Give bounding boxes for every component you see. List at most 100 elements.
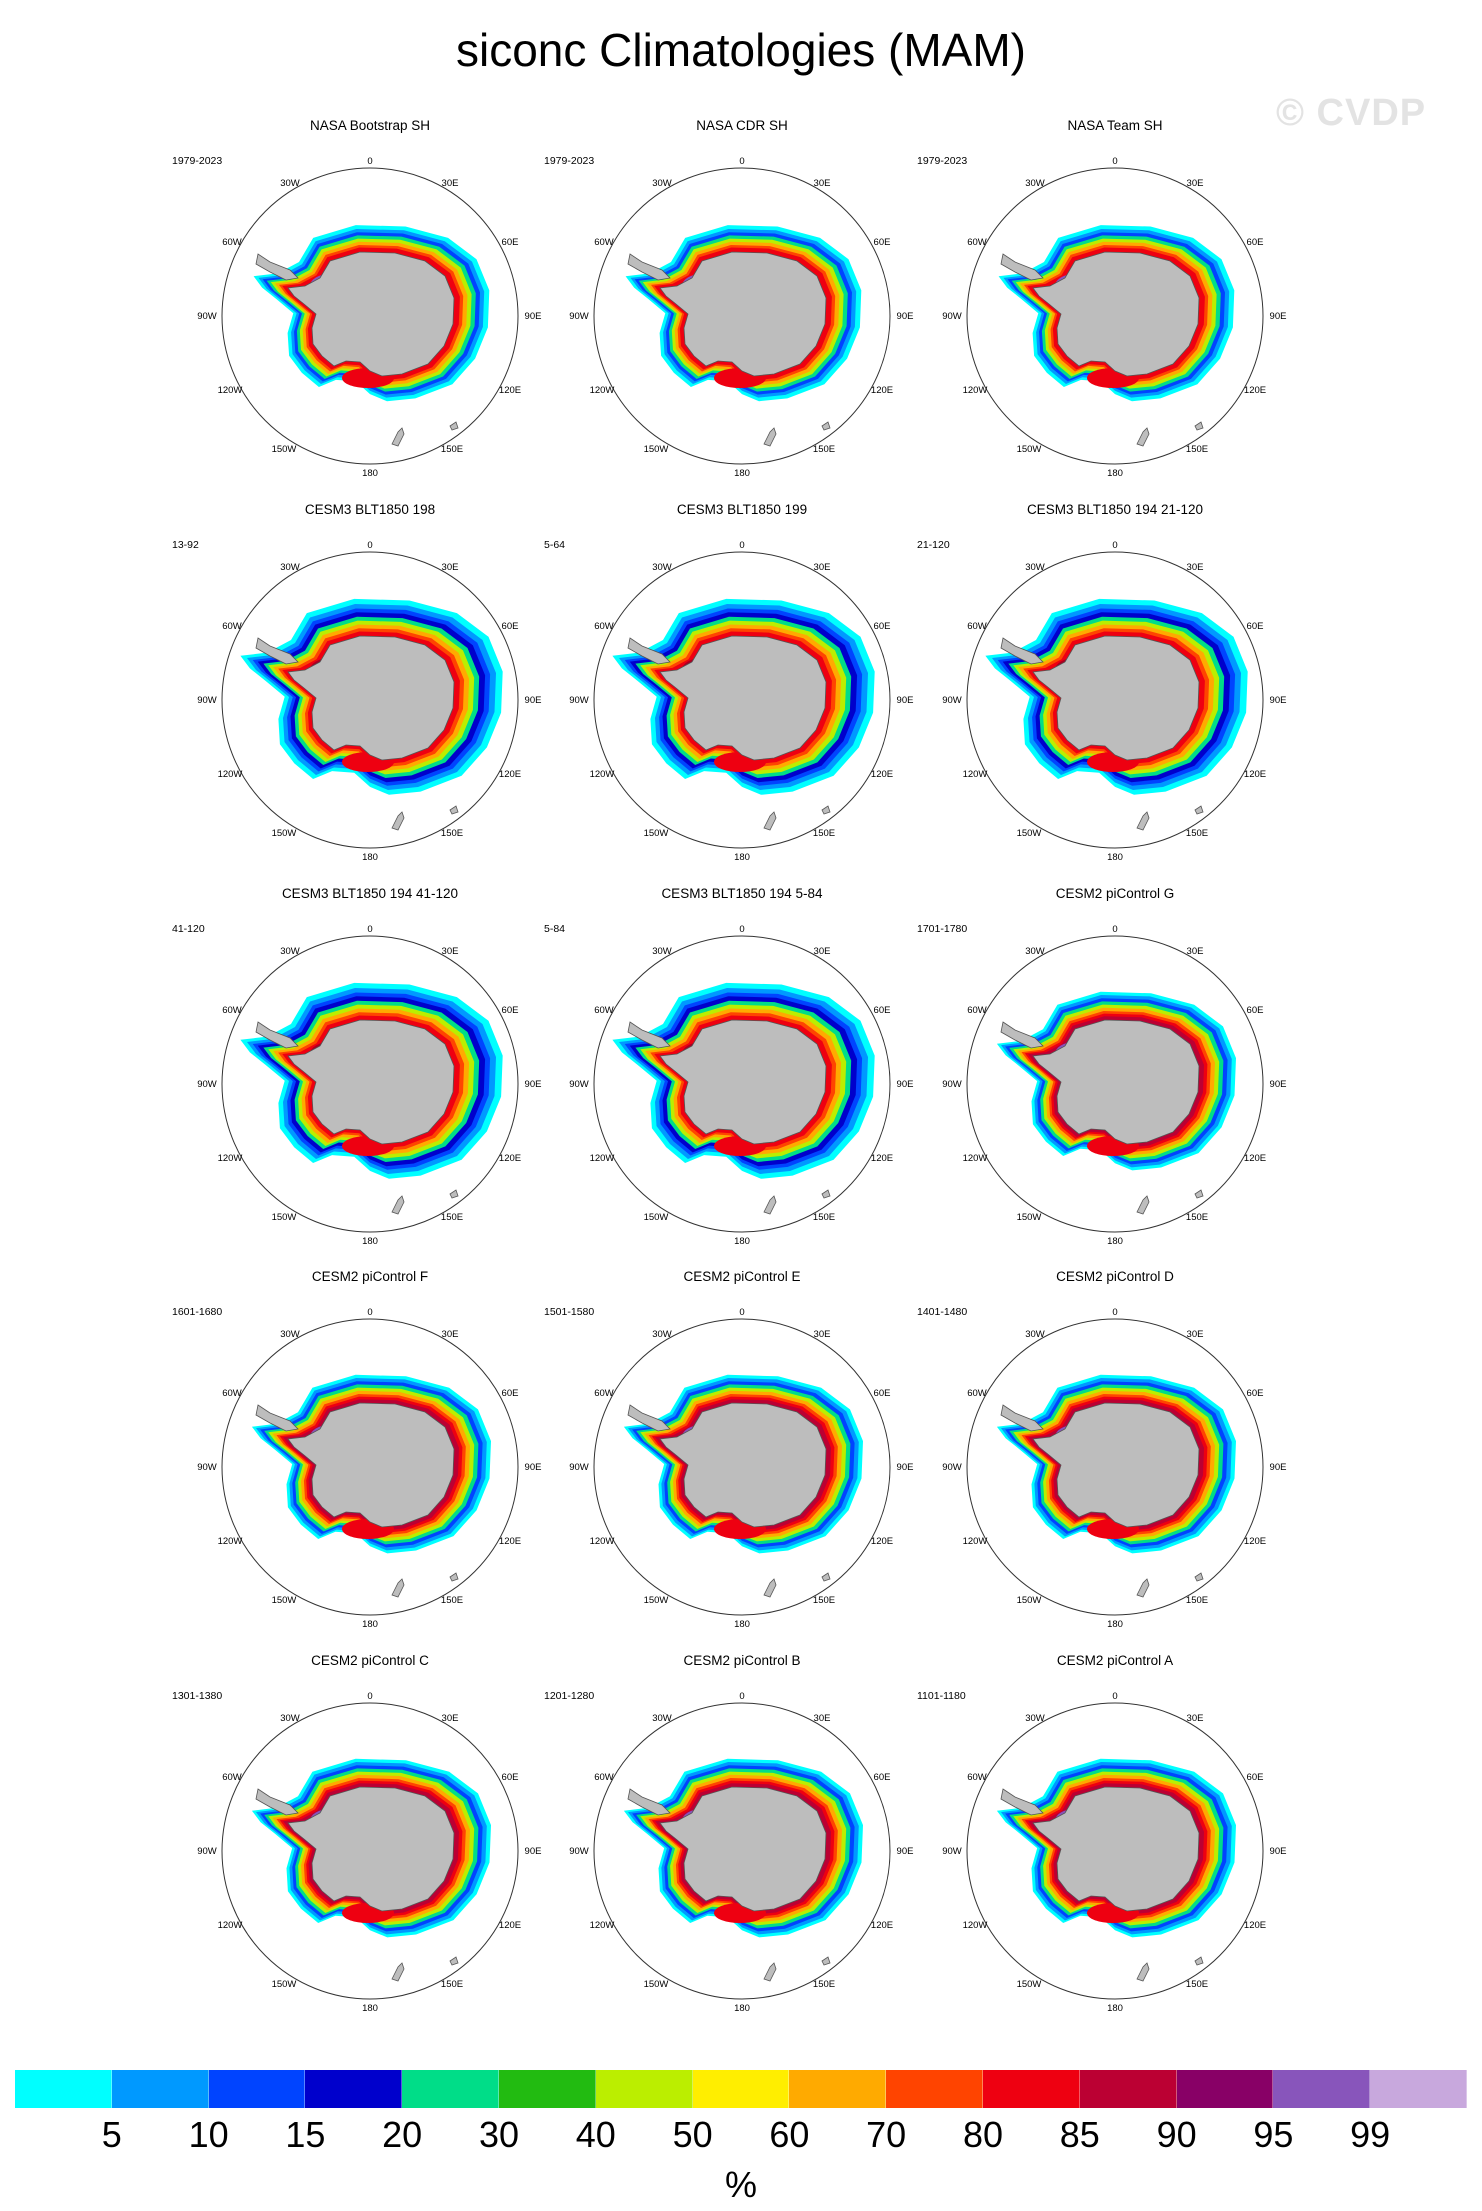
longitude-label: 90E: [525, 695, 542, 706]
south-america-landmass: [255, 253, 299, 281]
longitude-label: 150E: [441, 444, 463, 455]
longitude-label: 60W: [967, 1388, 987, 1399]
colorbar-tick: 5: [101, 2114, 122, 2155]
longitude-label: 90W: [197, 1462, 217, 1473]
longitude-label: 90E: [897, 1846, 914, 1857]
longitude-label: 60E: [874, 621, 891, 632]
longitude-label: 180: [362, 1619, 378, 1630]
longitude-label: 120E: [871, 1153, 893, 1164]
longitude-label: 60W: [594, 237, 614, 248]
longitude-label: 150E: [441, 1979, 463, 1990]
panel-title: CESM3 BLT1850 194 5-84: [661, 886, 823, 901]
longitude-label: 120E: [1244, 1536, 1266, 1547]
longitude-label: 120W: [590, 1536, 615, 1547]
longitude-label: 60E: [874, 1772, 891, 1783]
south-america-landmass: [255, 1021, 299, 1049]
longitude-label: 90W: [569, 695, 589, 706]
longitude-label: 30W: [280, 178, 300, 189]
longitude-label: 150E: [1186, 828, 1208, 839]
new-zealand-landmass: [763, 1578, 777, 1598]
panel-title: NASA Bootstrap SH: [309, 118, 431, 133]
longitude-label: 0: [1112, 1307, 1117, 1318]
longitude-label: 30E: [442, 1713, 459, 1724]
longitude-label: 120W: [963, 385, 988, 396]
panel-year-range: 1301-1380: [172, 1690, 223, 1702]
longitude-label: 30E: [442, 1329, 459, 1340]
longitude-label: 180: [1107, 468, 1123, 479]
longitude-label: 120W: [218, 385, 243, 396]
longitude-label: 150E: [813, 444, 835, 455]
longitude-label: 30E: [814, 178, 831, 189]
map-panel: 0 30E 60E 90E 120E 150E 180 150W 120W 90W 60W 30W NA…: [542, 118, 942, 500]
longitude-label: 60E: [874, 1388, 891, 1399]
longitude-label: 60E: [874, 237, 891, 248]
antarctica-landmass: [1032, 251, 1200, 377]
longitude-label: 120W: [590, 1920, 615, 1931]
longitude-label: 30W: [652, 562, 672, 573]
new-zealand-landmass: [1136, 811, 1150, 831]
longitude-label: 0: [739, 924, 744, 935]
longitude-label: 90E: [1270, 1462, 1287, 1473]
colorbar-tick: 95: [1253, 2114, 1294, 2155]
tasmania-landmass: [1194, 805, 1204, 815]
colorbar-segment: [208, 2070, 306, 2108]
longitude-label: 180: [1107, 1236, 1123, 1247]
colorbar-segment: [111, 2070, 209, 2108]
longitude-label: 120W: [218, 1536, 243, 1547]
colorbar-tick: 15: [285, 2114, 326, 2155]
longitude-label: 30E: [1187, 562, 1204, 573]
panel-title: CESM2 piControl B: [683, 1653, 801, 1668]
antarctica-landmass: [287, 1786, 455, 1912]
map-panel: 0 30E 60E 90E 120E 150E 180 150W 120W 90W 60W 30W CE…: [915, 1653, 1315, 2035]
longitude-label: 150W: [644, 1979, 669, 1990]
longitude-label: 120E: [499, 1536, 521, 1547]
colorbar-tick: 50: [672, 2114, 713, 2155]
longitude-label: 120E: [499, 385, 521, 396]
new-zealand-landmass: [391, 1962, 405, 1982]
polar-map: 0 30E 60E 90E 120E 150E 180 150W 120W 90W 60W 30W: [569, 540, 913, 863]
panel-year-range: 1401-1480: [917, 1306, 968, 1318]
colorbar-tick: 20: [382, 2114, 423, 2155]
new-zealand-landmass: [391, 1578, 405, 1598]
colorbar-tick: 70: [866, 2114, 907, 2155]
longitude-label: 90E: [525, 1846, 542, 1857]
south-america-landmass: [627, 253, 671, 281]
map-panel: 0 30E 60E 90E 120E 150E 180 150W 120W 90W 60W 30W CE…: [170, 886, 570, 1268]
tasmania-landmass: [1194, 1189, 1204, 1199]
tasmania-landmass: [1194, 1572, 1204, 1582]
new-zealand-landmass: [391, 1195, 405, 1215]
tasmania-landmass: [821, 1956, 831, 1966]
panel-title: CESM2 piControl G: [1055, 886, 1175, 901]
longitude-label: 30E: [814, 1329, 831, 1340]
polar-map: 0 30E 60E 90E 120E 150E 180 150W 120W 90W 60W 30W: [942, 1691, 1286, 2014]
tasmania-landmass: [821, 1189, 831, 1199]
antarctica-landmass: [659, 251, 827, 377]
longitude-label: 120E: [1244, 1153, 1266, 1164]
antarctica-landmass: [1032, 635, 1200, 761]
colorbar-tick: 80: [962, 2114, 1004, 2155]
longitude-label: 180: [362, 1236, 378, 1247]
longitude-label: 150E: [813, 1212, 835, 1223]
colorbar-tick: 60: [769, 2114, 810, 2155]
colorbar-tick: 30: [478, 2114, 520, 2155]
tasmania-landmass: [449, 805, 459, 815]
longitude-label: 180: [734, 468, 750, 479]
longitude-label: 0: [1112, 924, 1117, 935]
longitude-label: 90W: [942, 695, 962, 706]
longitude-label: 150W: [1017, 1212, 1042, 1223]
longitude-label: 150W: [644, 828, 669, 839]
longitude-label: 150E: [441, 828, 463, 839]
panel-year-range: 1701-1780: [917, 923, 968, 935]
antarctica-landmass: [1032, 1019, 1200, 1145]
longitude-label: 90W: [569, 1462, 589, 1473]
map-panel: 0 30E 60E 90E 120E 150E 180 150W 120W 90W 60W 30W CE…: [915, 1269, 1315, 1651]
colorbar-tick: 85: [1059, 2114, 1100, 2155]
longitude-label: 150W: [272, 828, 297, 839]
panel-year-range: 1201-1280: [544, 1690, 595, 1702]
colorbar-segment: [15, 2070, 112, 2108]
longitude-label: 60E: [502, 621, 519, 632]
panel-year-range: 41-120: [172, 923, 205, 935]
longitude-label: 120W: [963, 1153, 988, 1164]
new-zealand-landmass: [1136, 427, 1150, 447]
longitude-label: 60E: [502, 1005, 519, 1016]
